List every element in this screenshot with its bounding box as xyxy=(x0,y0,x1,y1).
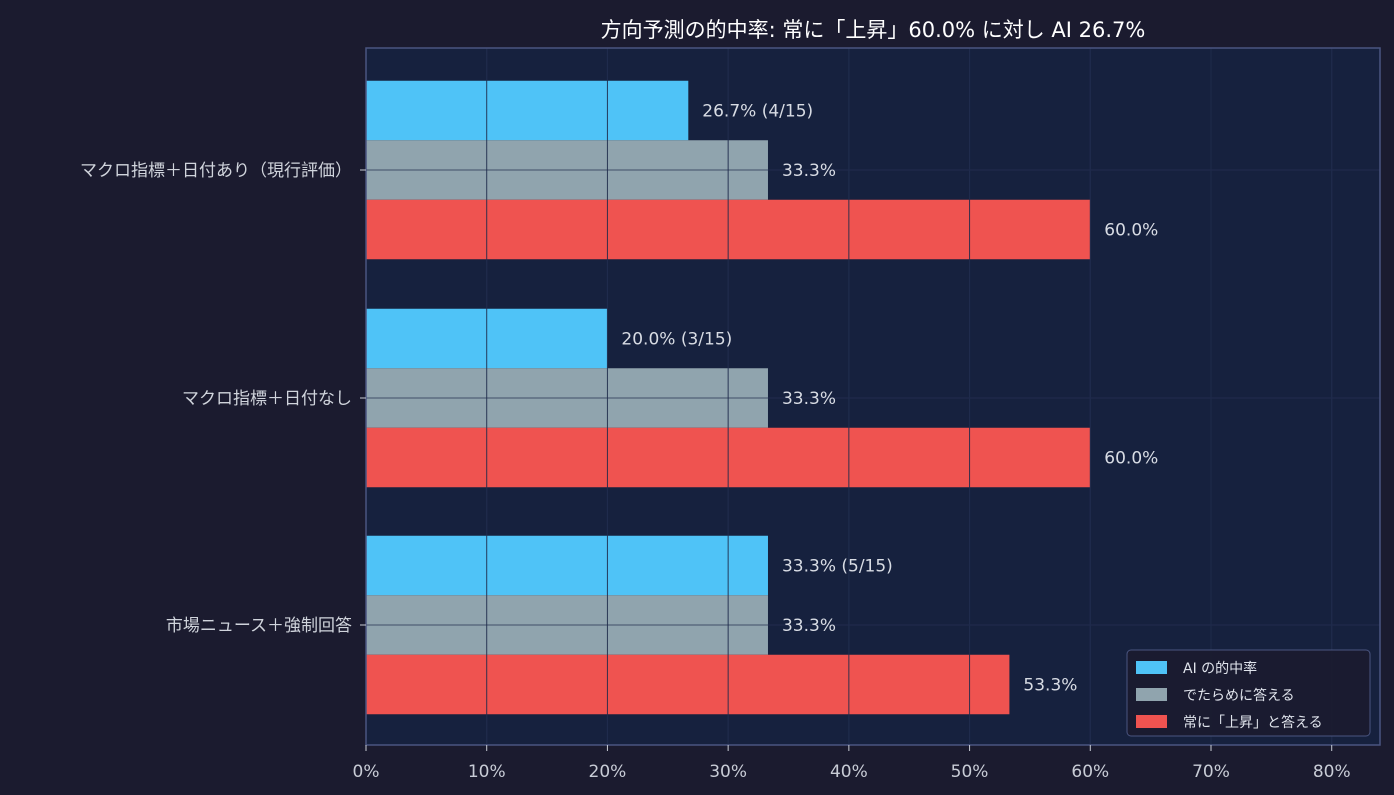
y-tick-label: マクロ指標＋日付なし xyxy=(182,389,352,409)
legend-swatch xyxy=(1136,661,1167,674)
data-label: 20.0% (3/15) xyxy=(621,330,732,350)
data-label: 33.3% (5/15) xyxy=(782,557,893,577)
x-tick-label: 80% xyxy=(1313,762,1351,782)
legend-swatch xyxy=(1136,688,1167,701)
legend-label: 常に「上昇」と答える xyxy=(1183,714,1323,731)
x-tick-label: 40% xyxy=(830,762,868,782)
bar xyxy=(366,80,689,141)
x-tick-label: 70% xyxy=(1192,762,1230,782)
x-tick-label: 0% xyxy=(353,762,380,782)
data-label: 60.0% xyxy=(1104,221,1158,241)
x-tick-label: 50% xyxy=(951,762,989,782)
legend-label: AI の的中率 xyxy=(1183,660,1257,677)
legend-box xyxy=(1126,649,1371,737)
data-labels: 26.7% (4/15) 33.3% 60.0% 20.0% (3/15) 33.3% 6… xyxy=(621,102,1158,696)
bar xyxy=(366,535,768,596)
y-tick-label: マクロ指標＋日付あり（現行評価） xyxy=(80,161,352,181)
x-tick-label: 30% xyxy=(709,762,747,782)
axes-frame xyxy=(365,47,1381,746)
data-label: 33.3% xyxy=(782,616,836,636)
plot-border xyxy=(365,47,1381,746)
data-label: 60.0% xyxy=(1104,449,1158,469)
data-label: 33.3% xyxy=(782,389,836,409)
legend-swatch xyxy=(1136,715,1167,728)
data-label: 53.3% xyxy=(1023,676,1077,696)
legend-label: でたらめに答える xyxy=(1183,687,1295,704)
x-tick-label: 10% xyxy=(468,762,506,782)
x-axis: 0% 10% 20% 30% 40% 50% 60% 70% 80% xyxy=(353,745,1351,782)
x-tick-label: 60% xyxy=(1071,762,1109,782)
y-tick-label: 市場ニュース＋強制回答 xyxy=(166,616,352,636)
bar xyxy=(366,654,1010,715)
chart-title: 方向予測の的中率: 常に「上昇」60.0% に対し AI 26.7% xyxy=(601,18,1146,42)
data-label: 26.7% (4/15) xyxy=(702,102,813,122)
x-tick-label: 20% xyxy=(589,762,627,782)
data-label: 33.3% xyxy=(782,161,836,181)
